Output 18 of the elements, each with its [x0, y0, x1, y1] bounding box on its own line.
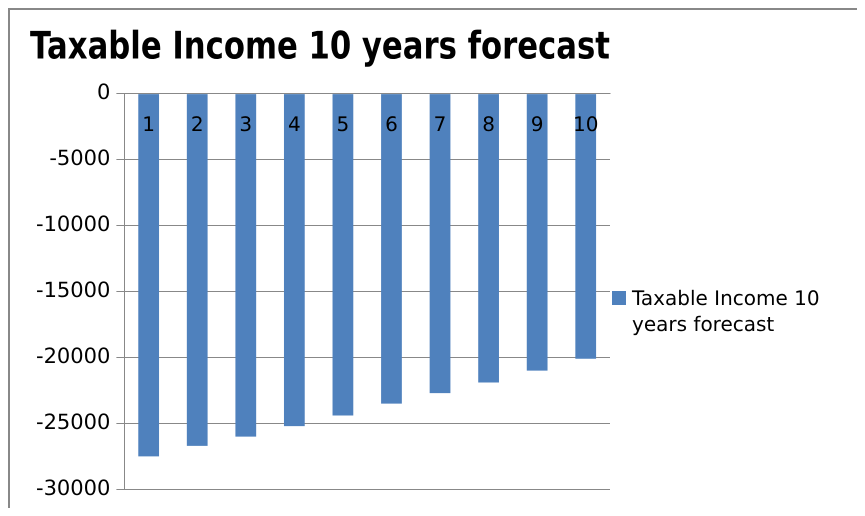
- y-tick-label: -20000: [36, 344, 110, 368]
- x-tick-label: 2: [190, 112, 204, 136]
- x-tick-label: 8: [482, 112, 495, 136]
- chart-title: Taxable Income 10 years forecast: [30, 24, 610, 69]
- y-tick-label: -25000: [36, 410, 110, 434]
- x-tick-label: 1: [142, 112, 156, 136]
- y-tick-label: -10000: [36, 212, 110, 236]
- legend-label: Taxable Income 10 years forecast: [632, 285, 821, 337]
- y-tick-label: -30000: [36, 476, 110, 500]
- x-tick-label: 4: [288, 112, 301, 136]
- x-tick-label: 7: [434, 112, 446, 136]
- x-tick-label: 5: [336, 112, 350, 136]
- x-tick-label: 6: [385, 112, 398, 136]
- y-tick-label: -15000: [36, 278, 110, 302]
- y-tick-label: -5000: [49, 146, 110, 170]
- y-tick-label: 0: [97, 80, 110, 104]
- x-tick-label: 9: [530, 112, 544, 136]
- x-tick-label: 3: [239, 112, 252, 136]
